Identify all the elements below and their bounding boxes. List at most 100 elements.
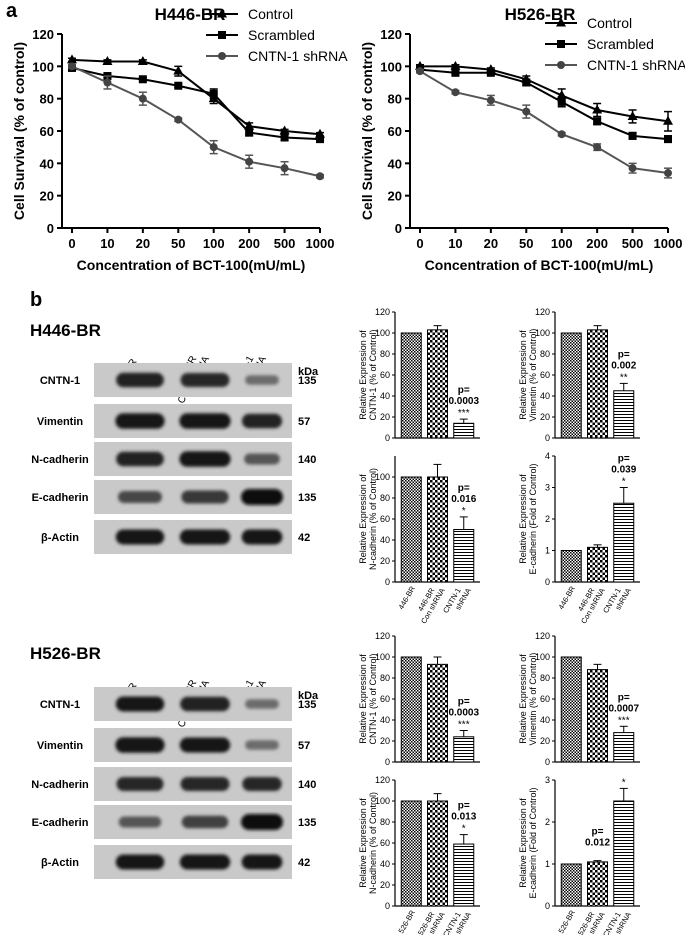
blot-band [179, 737, 231, 753]
data-point-square [628, 131, 637, 140]
y-axis-label-line: Relative Expression of [358, 654, 368, 744]
blot-band [244, 453, 280, 465]
bar [613, 800, 635, 907]
p-value: 0.013 [451, 812, 476, 823]
legend-label: Control [587, 15, 632, 31]
bar [587, 329, 608, 439]
data-point-circle [557, 130, 566, 139]
y-tick-label: 40 [380, 535, 390, 545]
data-point-circle [664, 169, 672, 178]
y-tick-label: 100 [535, 328, 550, 338]
x-tick-label: 200 [586, 236, 608, 251]
x-tick-label: 446-BR [396, 584, 417, 611]
data-point-square [451, 68, 460, 77]
blot-band [115, 529, 165, 545]
y-axis-label-line: Vimentin (% of Control) [528, 329, 538, 422]
significance-stars: *** [458, 408, 470, 419]
y-axis-label-line: N-cadherin (% of Control) [368, 792, 378, 894]
data-point-circle [245, 157, 254, 166]
y-axis-label: Relative Expression ofN-cadherin (% of C… [358, 792, 378, 894]
data-point-circle [68, 62, 76, 71]
y-tick-label: 80 [380, 493, 390, 503]
blot-band [115, 413, 165, 429]
x-tick-label: 526-BRCon shRNA [571, 906, 606, 935]
x-tick-label: 50 [519, 236, 533, 251]
y-tick-label: 120 [375, 307, 390, 317]
data-point-circle [316, 172, 324, 181]
kda-value: 57 [298, 416, 310, 428]
legend-marker-triangle [217, 8, 227, 18]
y-axis-label: Relative Expression ofCNTN-1 (% of Contr… [358, 653, 378, 744]
bar-chart-526-ecadherin: 0 1 2 3 Relative Expression ofE-cadherin (Fo… [518, 775, 640, 935]
y-axis-label-line: E-cadherin (Fold of Control) [528, 463, 538, 574]
blot-band [180, 777, 230, 791]
legend-label: CNTN-1 shRNA [248, 48, 348, 64]
legend-label: Scrambled [248, 27, 315, 43]
data-point-circle [416, 67, 424, 76]
y-tick-label: 0 [545, 577, 550, 587]
y-axis-label-line: Relative Expression of [518, 798, 528, 888]
y-axis-label: Cell Survival (% of control) [359, 42, 375, 220]
y-tick-label: 80 [380, 817, 390, 827]
y-tick-label: 4 [545, 451, 550, 461]
y-tick-label: 80 [380, 349, 390, 359]
blot-band [179, 413, 231, 429]
data-point-circle [209, 143, 218, 152]
bar [587, 546, 608, 583]
x-tick-label: 100 [551, 236, 573, 251]
protein-label: CNTN-1 [40, 375, 80, 387]
data-point-triangle [137, 55, 148, 65]
blot-band [118, 816, 162, 828]
kda-value: 135 [298, 375, 316, 387]
y-tick-label: 0 [385, 433, 390, 443]
p-value: 0.0003 [448, 708, 479, 719]
data-point-triangle [592, 104, 603, 114]
blot-band [245, 740, 279, 750]
kda-value: 135 [298, 492, 316, 504]
bar [453, 736, 475, 763]
legend-marker-circle [218, 52, 226, 60]
protein-label: N-cadherin [31, 454, 89, 466]
blot-band [118, 491, 162, 503]
bar [400, 656, 422, 763]
y-axis-label-line: Vimentin (% of Control) [528, 653, 538, 746]
data-point-circle [280, 164, 289, 173]
y-tick-label: 0 [385, 901, 390, 911]
x-tick-label: 446-BRCon shRNA [571, 582, 606, 625]
x-tick-label: 20 [484, 236, 498, 251]
bar-chart-446-ecadherin: 0 1 2 3 4 Relative Expression ofE-cadherin (F… [518, 451, 640, 625]
data-point-circle [593, 143, 602, 152]
y-tick-label: 0 [545, 757, 550, 767]
data-point-square [522, 78, 531, 87]
x-tick-label: 1000 [654, 236, 683, 251]
y-tick-label: 0 [385, 757, 390, 767]
y-axis-label: Relative Expression ofVimentin (% of Con… [518, 653, 538, 746]
y-axis-label: Relative Expression ofVimentin (% of Con… [518, 329, 538, 422]
data-point-circle [628, 164, 637, 173]
bar [427, 329, 448, 439]
y-tick-label: 100 [375, 796, 390, 806]
blot-band [180, 373, 230, 387]
data-point-triangle [450, 60, 461, 70]
x-tick-label: CNTN-1shRNA [441, 906, 473, 935]
bar [613, 732, 635, 763]
y-axis-label-line: CNTN-1 (% of Control) [368, 653, 378, 744]
p-label: p= [458, 385, 470, 396]
p-value: 0.002 [611, 360, 636, 371]
data-point-square [486, 68, 495, 77]
y-tick-label: 20 [540, 736, 550, 746]
legend-marker-square [557, 40, 565, 48]
blot-band [245, 375, 279, 385]
y-tick-label: 40 [380, 391, 390, 401]
p-label: p= [458, 801, 470, 812]
y-axis-label: Relative Expression ofE-cadherin (Fold o… [518, 463, 538, 574]
y-tick-label: 20 [380, 412, 390, 422]
p-value: 0.012 [585, 838, 610, 849]
bar [453, 422, 475, 439]
series-line-circle [419, 70, 669, 175]
bar [587, 669, 608, 763]
series-line-triangle [420, 65, 669, 123]
significance-stars: * [622, 477, 626, 488]
bar-chart-526-cntn1: 0 20 40 60 80 100 120 Relative Expression ofCNT… [358, 631, 480, 767]
kda-label: kDa [298, 366, 319, 378]
